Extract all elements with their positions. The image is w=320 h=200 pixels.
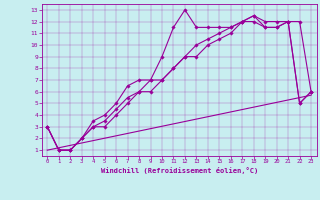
X-axis label: Windchill (Refroidissement éolien,°C): Windchill (Refroidissement éolien,°C) bbox=[100, 167, 258, 174]
